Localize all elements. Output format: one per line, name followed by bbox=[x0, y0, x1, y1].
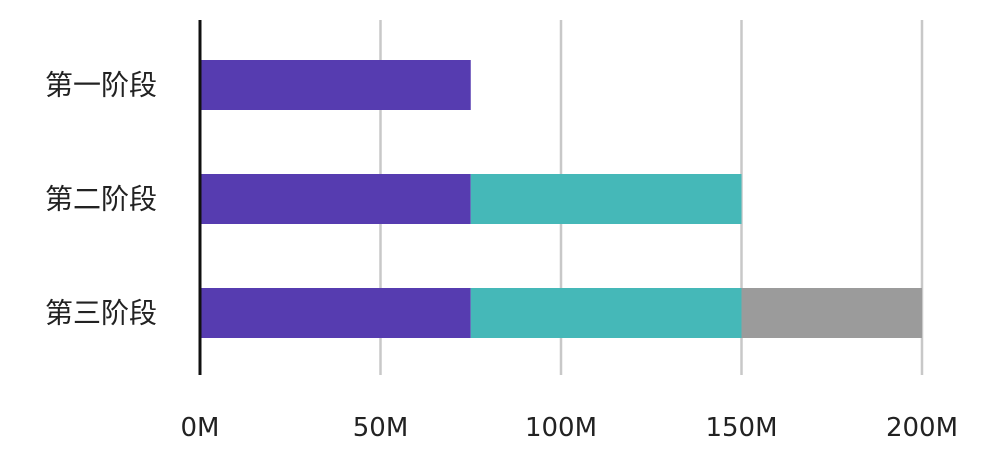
category-label: 第一阶段 bbox=[45, 69, 157, 102]
bar-segment-3-1 bbox=[200, 288, 471, 338]
x-tick-label: 200M bbox=[886, 413, 958, 443]
bars bbox=[200, 60, 922, 338]
x-tick-label: 100M bbox=[525, 413, 597, 443]
bar-segment-3-2 bbox=[470, 288, 742, 338]
x-tick-label: 0M bbox=[181, 413, 220, 443]
bar-segment-2-1 bbox=[200, 174, 471, 224]
bar-segment-3-3 bbox=[741, 288, 922, 338]
category-label: 第二阶段 bbox=[45, 183, 157, 216]
bar-segment-1-1 bbox=[200, 60, 471, 110]
bar-segment-2-2 bbox=[470, 174, 742, 224]
category-label: 第三阶段 bbox=[45, 297, 157, 330]
x-tick-label: 50M bbox=[353, 413, 409, 443]
x-tick-label: 150M bbox=[705, 413, 777, 443]
